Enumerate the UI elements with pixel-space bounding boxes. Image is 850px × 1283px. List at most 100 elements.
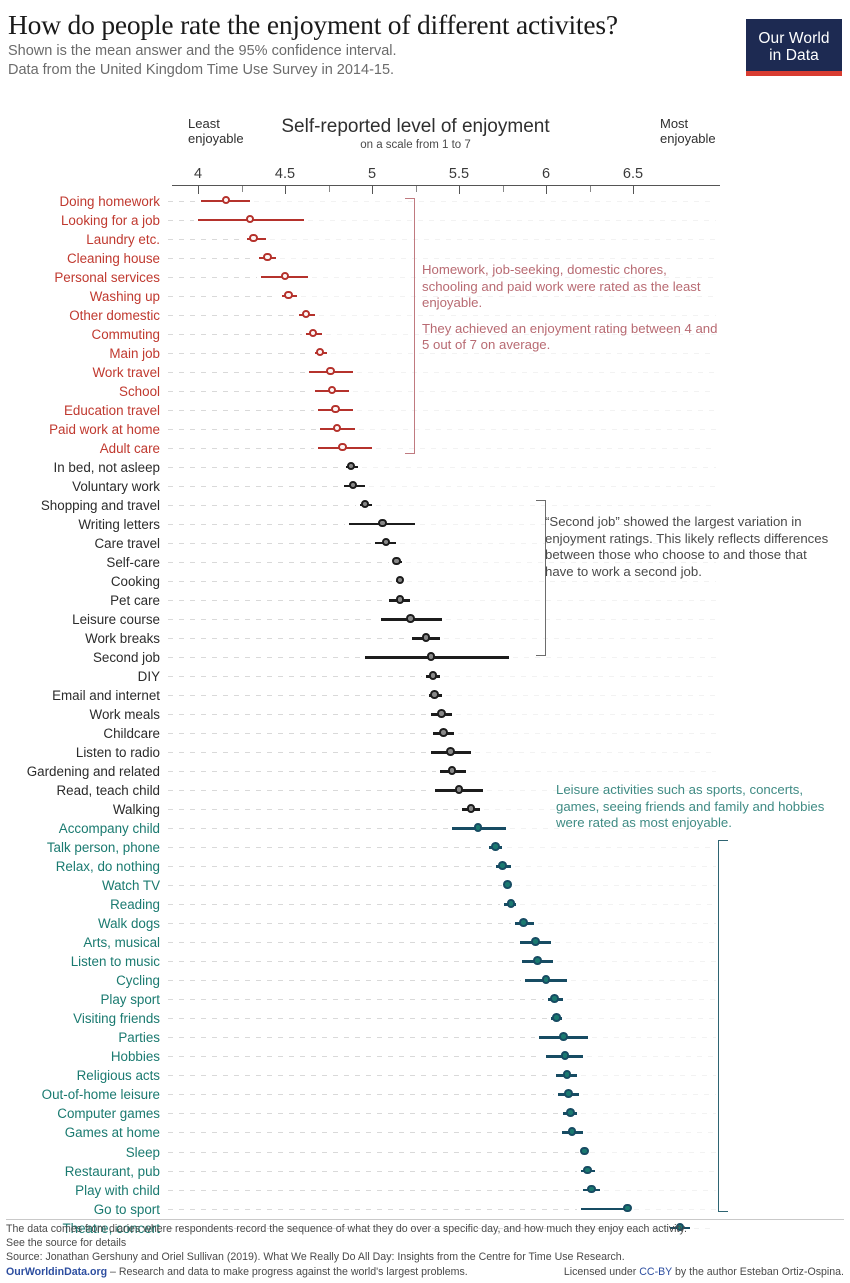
- plot-row[interactable]: Gardening and related: [0, 762, 850, 781]
- plot-row[interactable]: School: [0, 382, 850, 401]
- mean-dot[interactable]: [421, 632, 431, 642]
- mean-dot[interactable]: [559, 1032, 568, 1041]
- mean-dot[interactable]: [531, 937, 540, 946]
- plot-row[interactable]: Go to sport: [0, 1200, 850, 1219]
- mean-dot[interactable]: [579, 1146, 589, 1156]
- plot-row[interactable]: Other domestic: [0, 306, 850, 325]
- plot-row[interactable]: Looking for a job: [0, 211, 850, 230]
- plot-row[interactable]: Education travel: [0, 401, 850, 420]
- plot-row[interactable]: Self-care: [0, 553, 850, 572]
- mean-dot[interactable]: [392, 556, 401, 566]
- mean-dot[interactable]: [315, 347, 325, 357]
- plot-row[interactable]: Talk person, phone: [0, 838, 850, 857]
- plot-row[interactable]: Reading: [0, 895, 850, 914]
- mean-dot[interactable]: [360, 499, 370, 509]
- plot-row[interactable]: Washing up: [0, 287, 850, 306]
- plot-row[interactable]: Main job: [0, 344, 850, 363]
- mean-dot[interactable]: [533, 956, 542, 965]
- plot-row[interactable]: Religious acts: [0, 1066, 850, 1085]
- plot-row[interactable]: Arts, musical: [0, 933, 850, 952]
- plot-row[interactable]: Sleep: [0, 1143, 850, 1162]
- mean-dot[interactable]: [437, 709, 446, 718]
- mean-dot[interactable]: [552, 1013, 561, 1022]
- mean-dot[interactable]: [466, 804, 476, 813]
- plot-row[interactable]: Restaurant, pub: [0, 1162, 850, 1181]
- mean-dot[interactable]: [428, 671, 438, 680]
- plot-row[interactable]: Accompany child: [0, 819, 850, 838]
- plot-row[interactable]: Doing homework: [0, 192, 850, 211]
- mean-dot[interactable]: [405, 613, 415, 623]
- plot-row[interactable]: Care travel: [0, 534, 850, 553]
- mean-dot[interactable]: [564, 1089, 573, 1099]
- plot-row[interactable]: Read, teach child: [0, 781, 850, 800]
- plot-row[interactable]: Personal services: [0, 268, 850, 287]
- mean-dot[interactable]: [498, 861, 507, 870]
- mean-dot[interactable]: [541, 975, 551, 984]
- mean-dot[interactable]: [430, 690, 439, 699]
- mean-dot[interactable]: [221, 195, 231, 205]
- plot-row[interactable]: Walk dogs: [0, 914, 850, 933]
- mean-dot[interactable]: [332, 423, 342, 433]
- plot-row[interactable]: Cleaning house: [0, 249, 850, 268]
- plot-row[interactable]: Hobbies: [0, 1047, 850, 1066]
- mean-dot[interactable]: [586, 1184, 596, 1194]
- plot-row[interactable]: Parties: [0, 1028, 850, 1047]
- plot-row[interactable]: Listen to radio: [0, 743, 850, 762]
- mean-dot[interactable]: [583, 1165, 593, 1175]
- mean-dot[interactable]: [675, 1222, 685, 1232]
- mean-dot[interactable]: [491, 842, 500, 851]
- mean-dot[interactable]: [560, 1051, 570, 1060]
- plot-row[interactable]: Watch TV: [0, 876, 850, 895]
- mean-dot[interactable]: [395, 575, 405, 585]
- plot-row[interactable]: DIY: [0, 667, 850, 686]
- mean-dot[interactable]: [284, 290, 293, 300]
- mean-dot[interactable]: [473, 823, 483, 832]
- plot-row[interactable]: Walking: [0, 800, 850, 819]
- plot-row[interactable]: In bed, not asleep: [0, 458, 850, 477]
- mean-dot[interactable]: [454, 785, 464, 794]
- plot-row[interactable]: Cycling: [0, 971, 850, 990]
- owid-link[interactable]: OurWorldinData.org: [6, 1265, 108, 1278]
- mean-dot[interactable]: [338, 442, 347, 452]
- mean-dot[interactable]: [567, 1127, 577, 1137]
- plot-row[interactable]: Shopping and travel: [0, 496, 850, 515]
- plot-row[interactable]: Writing letters: [0, 515, 850, 534]
- mean-dot[interactable]: [562, 1070, 572, 1079]
- plot-row[interactable]: Cooking: [0, 572, 850, 591]
- mean-dot[interactable]: [325, 366, 335, 376]
- mean-dot[interactable]: [566, 1108, 575, 1118]
- mean-dot[interactable]: [395, 594, 405, 604]
- mean-dot[interactable]: [550, 994, 559, 1003]
- mean-dot[interactable]: [249, 233, 258, 243]
- plot-row[interactable]: Commuting: [0, 325, 850, 344]
- mean-dot[interactable]: [263, 252, 272, 262]
- mean-dot[interactable]: [308, 328, 318, 338]
- plot-row[interactable]: Laundry etc.: [0, 230, 850, 249]
- plot-row[interactable]: Email and internet: [0, 686, 850, 705]
- mean-dot[interactable]: [439, 728, 448, 737]
- mean-dot[interactable]: [245, 214, 255, 224]
- plot-row[interactable]: Play with child: [0, 1181, 850, 1200]
- plot-row[interactable]: Paid work at home: [0, 420, 850, 439]
- mean-dot[interactable]: [301, 309, 311, 319]
- mean-dot[interactable]: [327, 385, 337, 395]
- mean-dot[interactable]: [503, 880, 512, 889]
- mean-dot[interactable]: [506, 899, 516, 908]
- plot-row[interactable]: Work breaks: [0, 629, 850, 648]
- plot-row[interactable]: Pet care: [0, 591, 850, 610]
- mean-dot[interactable]: [331, 404, 340, 414]
- plot-row[interactable]: Computer games: [0, 1104, 850, 1123]
- mean-dot[interactable]: [346, 461, 356, 471]
- mean-dot[interactable]: [280, 271, 290, 281]
- cc-by-link[interactable]: CC-BY: [639, 1265, 673, 1278]
- mean-dot[interactable]: [348, 480, 358, 490]
- plot-row[interactable]: Leisure course: [0, 610, 850, 629]
- mean-dot[interactable]: [447, 766, 457, 775]
- plot-row[interactable]: Adult care: [0, 439, 850, 458]
- plot-row[interactable]: Work travel: [0, 363, 850, 382]
- plot-row[interactable]: Work meals: [0, 705, 850, 724]
- plot-row[interactable]: Listen to music: [0, 952, 850, 971]
- mean-dot[interactable]: [381, 537, 391, 547]
- plot-row[interactable]: Relax, do nothing: [0, 857, 850, 876]
- mean-dot[interactable]: [623, 1203, 633, 1213]
